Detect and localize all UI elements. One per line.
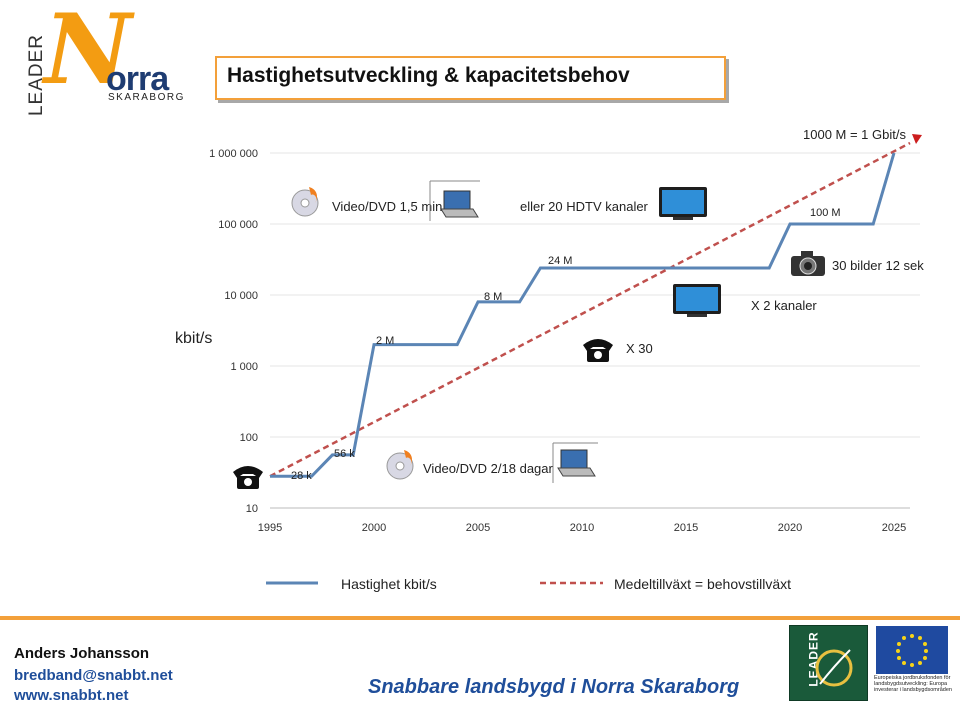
x-tick-label: 2025 xyxy=(882,522,906,534)
x-tick-label: 2000 xyxy=(362,522,386,534)
eu-fund-text: Europeiska jordbruksfonden för landsbygd… xyxy=(874,675,952,693)
x-tick-label: 1995 xyxy=(258,522,282,534)
label-video-15min: Video/DVD 1,5 min xyxy=(332,199,442,214)
y-tick-label: 1 000 xyxy=(230,361,258,373)
cd-icon xyxy=(386,449,414,480)
leader-badge-logo: LEADER xyxy=(789,625,868,701)
y-tick-label: 1 000 000 xyxy=(209,148,258,160)
y-tick-label: 10 xyxy=(246,503,258,515)
telephone-icon xyxy=(233,466,263,489)
telephone-icon xyxy=(583,339,613,362)
label-28k: 28 k xyxy=(291,470,312,482)
author-email-link[interactable]: bredband@snabbt.net xyxy=(14,667,173,684)
label-x30: X 30 xyxy=(626,341,653,356)
label-video-218: Video/DVD 2/18 dagar xyxy=(423,461,554,476)
label-20-hdtv: eller 20 HDTV kanaler xyxy=(520,199,649,214)
legend: Hastighet kbit/s Medeltillväxt = behovst… xyxy=(266,576,791,592)
average-arrowhead xyxy=(912,134,922,144)
x-tick-label: 2020 xyxy=(778,522,802,534)
legend-label-speed: Hastighet kbit/s xyxy=(341,576,437,592)
x-tick-label: 2015 xyxy=(674,522,698,534)
label-2m: 2 M xyxy=(376,335,394,347)
tv-icon xyxy=(659,187,707,220)
x-tick-label: 2005 xyxy=(466,522,490,534)
laptop-icon xyxy=(440,190,479,218)
y-tick-label: 100 xyxy=(240,432,258,444)
y-tick-label: 10 000 xyxy=(224,290,258,302)
label-24m: 24 M xyxy=(548,255,572,267)
y-gridlines xyxy=(270,152,920,438)
label-1gbit: 1000 M = 1 Gbit/s xyxy=(803,127,906,142)
series-line-average xyxy=(269,141,911,478)
legend-label-average: Medeltillväxt = behovstillväxt xyxy=(614,576,791,592)
laptop-icon xyxy=(557,449,596,477)
footer-slogan: Snabbare landsbygd i Norra Skaraborg xyxy=(368,676,740,698)
slide-title: Hastighetsutveckling & kapacitetsbehov xyxy=(227,64,630,87)
y-tick-label: 100 000 xyxy=(218,219,258,231)
norra-skaraborg-logo: LEADER N orra SKARABORG xyxy=(14,2,185,117)
speed-chart: 1 000 000 100 000 10 000 1 000 100 10 19… xyxy=(175,127,924,592)
website-link[interactable]: www.snabbt.net xyxy=(14,687,129,704)
tv-icon xyxy=(673,284,721,317)
slide-title-box: Hastighetsutveckling & kapacitetsbehov xyxy=(215,56,726,100)
label-8m: 8 M xyxy=(484,291,502,303)
camera-icon xyxy=(790,250,826,277)
label-30-bilder: 30 bilder 12 sek xyxy=(832,258,924,273)
cd-icon xyxy=(291,186,319,217)
author-name: Anders Johansson xyxy=(14,645,150,662)
logo-orra-text: orra xyxy=(106,60,169,98)
logo-skaraborg-text: SKARABORG xyxy=(108,92,185,103)
logo-n-letter: N xyxy=(44,0,132,106)
label-100m: 100 M xyxy=(810,207,841,219)
label-x2-kanaler: X 2 kanaler xyxy=(751,298,817,313)
eu-flag-icon xyxy=(876,626,948,674)
series-line-speed xyxy=(270,152,896,478)
x-tick-label: 2010 xyxy=(570,522,594,534)
footer-divider xyxy=(0,616,960,620)
y-axis-label: kbit/s xyxy=(175,330,212,347)
label-56k: 56 k xyxy=(334,448,355,460)
